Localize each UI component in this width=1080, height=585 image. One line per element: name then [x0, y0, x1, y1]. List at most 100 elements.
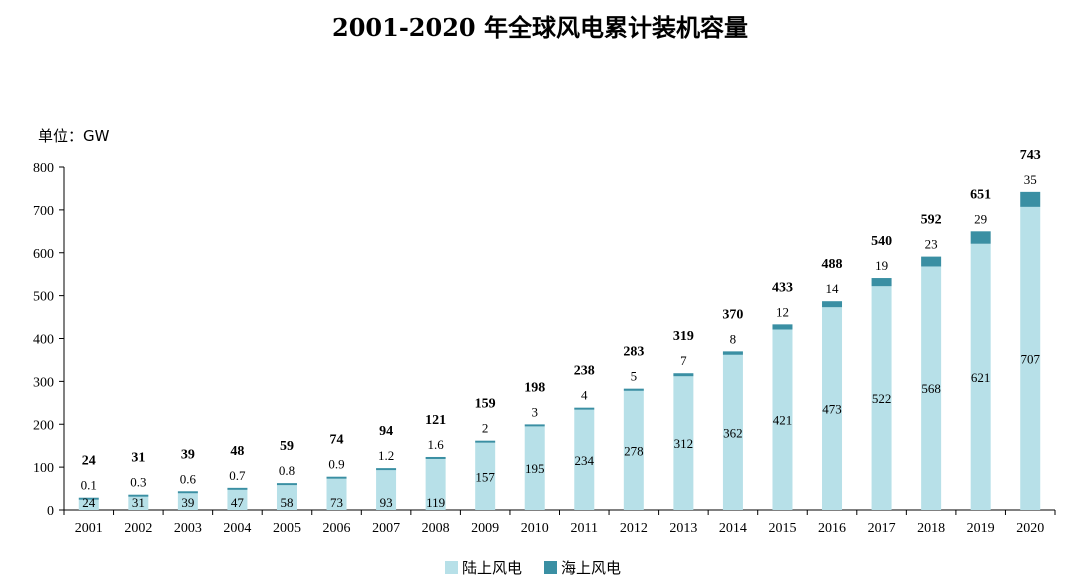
bar-offshore — [1020, 191, 1041, 207]
bar-onshore — [623, 390, 644, 510]
legend: 陆上风电 海上风电 — [445, 557, 621, 578]
offshore-value-label: 0.6 — [180, 471, 197, 486]
offshore-value-label: 0.8 — [279, 463, 295, 478]
total-value-label: 433 — [772, 280, 793, 295]
total-value-label: 283 — [623, 345, 644, 360]
offshore-value-label: 3 — [531, 404, 538, 419]
onshore-value-label: 278 — [624, 443, 644, 458]
offshore-value-label: 2 — [482, 421, 489, 436]
offshore-value-label: 23 — [925, 237, 938, 252]
offshore-value-label: 5 — [631, 369, 638, 384]
offshore-value-label: 19 — [875, 258, 888, 273]
onshore-value-label: 362 — [723, 425, 743, 440]
legend-swatch-onshore — [445, 561, 458, 574]
bar-onshore — [921, 266, 942, 510]
total-value-label: 319 — [673, 329, 694, 344]
offshore-value-label: 12 — [776, 304, 789, 319]
x-tick-label: 2020 — [1016, 521, 1044, 536]
offshore-value-label: 0.1 — [81, 478, 97, 493]
total-value-label: 198 — [524, 380, 545, 395]
bar-onshore — [276, 485, 297, 510]
x-tick-label: 2010 — [521, 521, 549, 536]
x-tick-label: 2011 — [571, 521, 598, 536]
total-value-label: 48 — [230, 444, 244, 459]
total-value-label: 592 — [921, 213, 942, 228]
legend-label-offshore: 海上风电 — [561, 559, 622, 577]
bar-offshore — [921, 256, 942, 267]
y-tick-label: 800 — [33, 161, 54, 176]
onshore-value-label: 157 — [475, 469, 495, 484]
legend-item-offshore: 海上风电 — [544, 557, 621, 578]
onshore-value-label: 58 — [280, 495, 293, 510]
x-tick-label: 2012 — [620, 521, 648, 536]
y-tick-label: 300 — [33, 375, 54, 390]
bar-offshore — [871, 278, 892, 287]
x-tick-label: 2015 — [768, 521, 796, 536]
bar-offshore — [227, 487, 248, 490]
total-value-label: 74 — [330, 433, 344, 448]
bar-onshore — [78, 499, 99, 510]
offshore-value-label: 0.9 — [328, 457, 344, 472]
offshore-value-label: 7 — [680, 353, 687, 368]
bar-onshore — [822, 307, 843, 510]
total-value-label: 651 — [970, 187, 991, 202]
bar-offshore — [276, 483, 297, 486]
y-tick-label: 0 — [47, 504, 54, 519]
bar-onshore — [177, 493, 198, 510]
x-tick-label: 2001 — [75, 521, 103, 536]
x-tick-label: 2018 — [917, 521, 945, 536]
offshore-value-label: 1.6 — [428, 437, 445, 452]
bar-onshore — [871, 286, 892, 510]
bar-offshore — [722, 351, 743, 355]
x-tick-label: 2009 — [471, 521, 499, 536]
bar-onshore — [128, 496, 149, 510]
total-value-label: 540 — [871, 234, 892, 249]
legend-item-onshore: 陆上风电 — [445, 557, 522, 578]
x-tick-label: 2013 — [669, 521, 697, 536]
total-value-label: 743 — [1020, 148, 1041, 163]
offshore-value-label: 1.2 — [378, 448, 394, 463]
total-value-label: 94 — [379, 424, 393, 439]
bar-offshore — [524, 424, 545, 427]
bar-offshore — [574, 407, 595, 410]
total-value-label: 159 — [475, 397, 496, 412]
onshore-value-label: 473 — [822, 402, 842, 417]
onshore-value-label: 73 — [330, 495, 343, 510]
onshore-value-label: 621 — [971, 370, 991, 385]
bar-offshore — [623, 388, 644, 391]
bar-offshore — [128, 494, 149, 497]
onshore-value-label: 421 — [773, 413, 793, 428]
onshore-value-label: 47 — [231, 495, 245, 510]
bar-offshore — [326, 476, 347, 479]
bar-onshore — [1020, 206, 1041, 510]
bar-offshore — [673, 373, 694, 377]
onshore-value-label: 24 — [82, 495, 96, 510]
bar-onshore — [772, 329, 793, 510]
onshore-value-label: 707 — [1020, 351, 1040, 366]
unit-label: 单位：GW — [38, 127, 110, 145]
offshore-value-label: 0.7 — [229, 468, 246, 483]
offshore-value-label: 14 — [826, 281, 840, 296]
bar-onshore — [326, 478, 347, 510]
total-value-label: 31 — [131, 451, 145, 466]
x-tick-label: 2002 — [124, 521, 152, 536]
bar-offshore — [177, 491, 198, 494]
y-tick-label: 200 — [33, 418, 54, 433]
y-tick-label: 700 — [33, 204, 54, 219]
offshore-value-label: 29 — [974, 211, 987, 226]
bar-offshore — [78, 497, 99, 500]
x-tick-label: 2005 — [273, 521, 301, 536]
onshore-value-label: 522 — [872, 391, 892, 406]
offshore-value-label: 0.3 — [130, 475, 146, 490]
bar-offshore — [772, 324, 793, 330]
chart-title: 2001-2020 年全球风电累计装机容量 — [332, 13, 748, 42]
x-tick-label: 2017 — [868, 521, 896, 536]
bar-offshore — [475, 440, 496, 443]
legend-swatch-offshore — [544, 561, 558, 574]
y-tick-label: 500 — [33, 290, 54, 305]
bar-onshore — [722, 354, 743, 510]
onshore-value-label: 31 — [132, 495, 145, 510]
bar-onshore — [970, 243, 991, 510]
total-value-label: 370 — [722, 307, 743, 322]
